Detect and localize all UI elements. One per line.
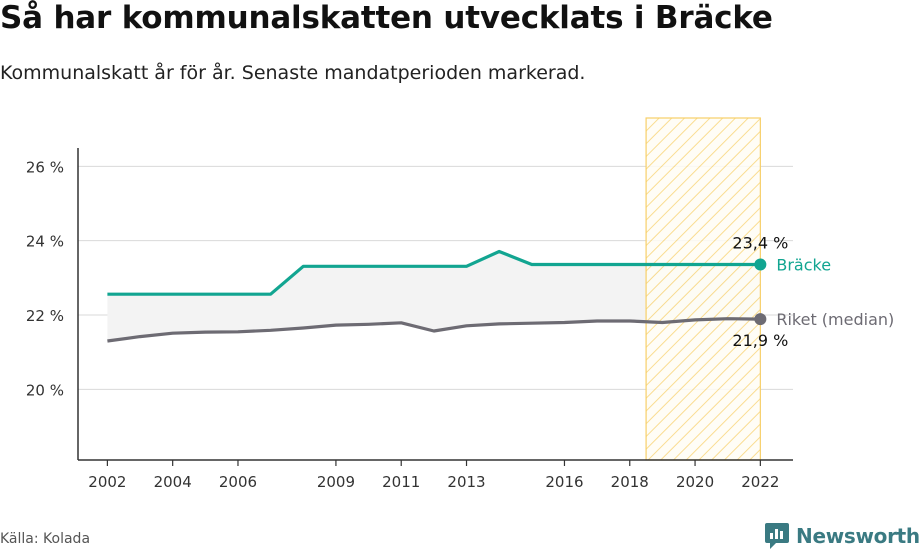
series-value-label: 21,9 % <box>732 331 788 350</box>
newsworthy-logo-icon <box>765 523 789 549</box>
gap-band <box>107 251 761 341</box>
series-endpoint-riket <box>754 313 767 326</box>
y-tick-label: 22 % <box>26 307 64 325</box>
series-name-label: Riket (median) <box>776 310 894 329</box>
series-name-label: Bräcke <box>776 255 831 274</box>
x-tick-label: 2004 <box>154 473 192 491</box>
newsworthy-logo: Newsworthy <box>764 520 920 552</box>
chart-subtitle: Kommunalskatt år för år. Senaste mandatp… <box>0 62 586 84</box>
series-line-bracke <box>107 249 761 296</box>
x-tick-label: 2020 <box>676 473 714 491</box>
y-axis-labels: 20 % 22 % 24 % 26 % <box>26 158 64 399</box>
end-labels: Bräcke 23,4 % Riket (median) 21,9 % <box>732 233 894 350</box>
y-tick-label: 20 % <box>26 381 64 399</box>
y-tick-label: 24 % <box>26 233 64 251</box>
series-lines <box>107 249 767 343</box>
source-note: Källa: Kolada <box>0 531 91 547</box>
x-tick-label: 2016 <box>545 473 583 491</box>
series-line-riket <box>107 317 761 343</box>
x-tick-label: 2022 <box>741 473 779 491</box>
highlight-period-rect <box>645 117 761 461</box>
x-tick-label: 2018 <box>611 473 649 491</box>
x-tick-label: 2013 <box>447 473 485 491</box>
x-tick-label: 2009 <box>317 473 355 491</box>
newsworthy-logo-text: Newsworthy <box>796 524 920 548</box>
x-tick-label: 2002 <box>88 473 126 491</box>
x-axis <box>77 148 793 466</box>
series-value-label: 23,4 % <box>732 233 788 252</box>
x-tick-label: 2011 <box>382 473 420 491</box>
chart-title: Så har kommunalskatten utvecklats i Bräc… <box>0 0 773 36</box>
y-tick-label: 26 % <box>26 158 64 176</box>
gap-band-area <box>107 251 761 341</box>
x-tick-label: 2006 <box>219 473 257 491</box>
highlight-period <box>645 117 761 461</box>
x-axis-labels: 2002 2004 2006 2009 2011 2013 2016 2018 2020 2022 <box>88 473 779 491</box>
series-endpoint-bracke <box>754 258 767 271</box>
